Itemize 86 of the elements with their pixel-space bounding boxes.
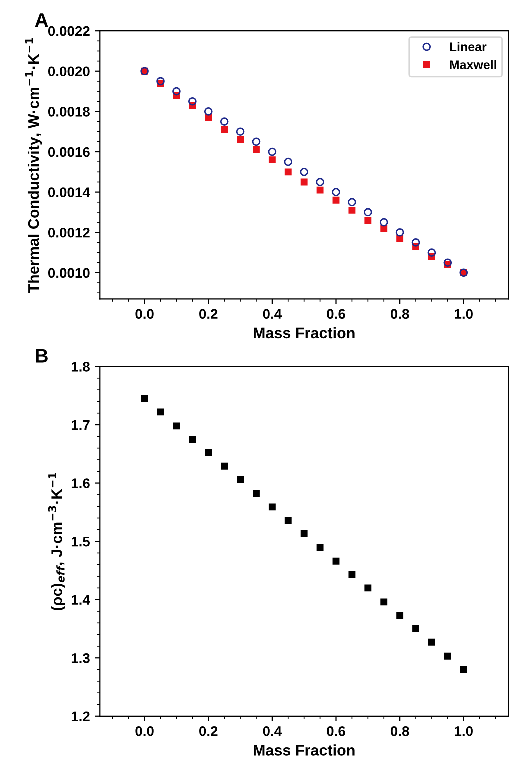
point bbox=[189, 436, 196, 444]
legend-label: Maxwell bbox=[450, 60, 496, 70]
point bbox=[284, 517, 292, 524]
point bbox=[236, 128, 245, 136]
point bbox=[300, 178, 308, 186]
point bbox=[460, 666, 468, 674]
point bbox=[332, 196, 340, 204]
point bbox=[380, 598, 388, 606]
point bbox=[380, 225, 388, 232]
point bbox=[348, 571, 356, 578]
point bbox=[157, 408, 164, 416]
y-axis-title: (ρc)$_{eff}$, J·cm$^{−3}$·K$^{−1}$ bbox=[48, 473, 66, 611]
y-tick-label: 1.3 bbox=[72, 653, 90, 664]
point bbox=[444, 258, 452, 268]
point bbox=[221, 126, 228, 134]
point bbox=[268, 156, 276, 164]
point bbox=[428, 638, 436, 646]
y-tick-label: 0.0020 bbox=[48, 66, 90, 77]
point bbox=[364, 584, 372, 592]
point bbox=[268, 504, 276, 511]
y-tick-label: 1.7 bbox=[72, 420, 90, 430]
x-tick-label: 1.0 bbox=[455, 309, 473, 320]
x-tick-label: 0.2 bbox=[200, 726, 218, 736]
point bbox=[444, 652, 452, 660]
y-tick-label: 1.2 bbox=[72, 712, 90, 722]
point bbox=[332, 558, 340, 565]
y-tick-label: 0.0010 bbox=[48, 268, 90, 278]
point bbox=[412, 626, 420, 632]
point bbox=[364, 208, 372, 217]
y-axis-title: Thermal Conductivity, W·cm$^{−1}$·K$^{−1}$ bbox=[25, 38, 42, 294]
point bbox=[300, 530, 308, 538]
x-axis-title: Mass Fraction bbox=[254, 327, 355, 339]
point bbox=[205, 450, 212, 456]
point bbox=[428, 248, 436, 257]
y-tick-label: 1.5 bbox=[72, 537, 90, 547]
point bbox=[237, 476, 244, 484]
point bbox=[364, 217, 372, 224]
x-tick-label: 0.4 bbox=[263, 309, 282, 320]
x-tick-label: 0.4 bbox=[263, 726, 282, 736]
x-tick-label: 0.0 bbox=[136, 309, 154, 320]
point bbox=[284, 158, 293, 166]
point bbox=[316, 178, 324, 186]
point bbox=[237, 136, 244, 144]
point bbox=[253, 146, 260, 154]
point bbox=[412, 238, 420, 247]
y-tick-label: 1.8 bbox=[72, 362, 90, 372]
point bbox=[253, 490, 260, 498]
y-tick-label: 0.0014 bbox=[48, 188, 90, 198]
x-tick-label: 0.6 bbox=[327, 726, 346, 736]
y-tick-label: 0.0022 bbox=[48, 26, 90, 36]
x-tick-label: 1.0 bbox=[455, 726, 473, 736]
x-tick-label: 0.0 bbox=[136, 726, 154, 736]
point bbox=[396, 235, 404, 242]
y-tick-label: 0.0018 bbox=[48, 107, 90, 117]
point bbox=[188, 97, 197, 106]
point bbox=[316, 186, 324, 194]
point bbox=[300, 168, 309, 176]
point bbox=[252, 138, 261, 146]
point bbox=[348, 206, 356, 214]
point bbox=[332, 188, 340, 196]
y-tick-label: 1.6 bbox=[72, 478, 90, 488]
point bbox=[396, 612, 404, 620]
point bbox=[221, 462, 228, 470]
point bbox=[316, 544, 324, 552]
point bbox=[156, 77, 165, 86]
y-tick-label: 1.4 bbox=[72, 595, 90, 605]
point bbox=[380, 218, 388, 227]
x-tick-label: 0.2 bbox=[200, 309, 218, 320]
chart-title: A bbox=[35, 14, 48, 28]
point bbox=[220, 118, 229, 126]
point bbox=[141, 395, 148, 402]
point bbox=[172, 87, 181, 96]
x-tick-label: 0.6 bbox=[327, 309, 346, 320]
point bbox=[268, 148, 277, 156]
legend-label: Linear bbox=[450, 42, 487, 52]
point bbox=[348, 198, 356, 207]
x-tick-label: 0.8 bbox=[390, 726, 410, 736]
y-tick-label: 0.0012 bbox=[48, 228, 90, 238]
x-axis-title: Mass Fraction bbox=[254, 744, 355, 756]
point bbox=[396, 228, 404, 237]
point bbox=[284, 168, 292, 176]
y-tick-label: 0.0016 bbox=[48, 147, 90, 158]
point bbox=[173, 422, 180, 430]
x-tick-label: 0.8 bbox=[390, 309, 410, 320]
chart-title: B bbox=[36, 349, 48, 363]
point bbox=[204, 108, 213, 116]
